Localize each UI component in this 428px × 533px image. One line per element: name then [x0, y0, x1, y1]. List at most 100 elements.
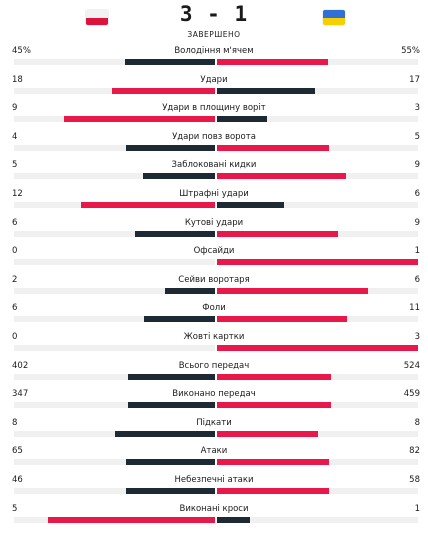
away-bar-fill — [217, 59, 328, 65]
stat-label: Виконані кроси — [179, 503, 249, 514]
stat-away-value: 5 — [414, 131, 420, 142]
stat-label: Володіння м'ячем — [174, 46, 254, 56]
stat-label: Небезпечні атаки — [174, 474, 254, 485]
away-bar-track — [217, 344, 418, 351]
home-bar-fill — [126, 487, 215, 494]
stat-away-value: 9 — [414, 217, 420, 228]
home-bar-fill — [47, 516, 215, 523]
stat-away-value: 6 — [414, 188, 420, 199]
home-bar-track — [14, 230, 215, 237]
stat-label: Кутові удари — [184, 217, 244, 228]
stat-home-value: 5 — [12, 160, 18, 171]
stat-home-value: 46 — [12, 474, 23, 485]
stat-away-value: 459 — [403, 389, 420, 400]
home-bar-track — [14, 201, 215, 208]
stat-row: 6 Фоли 11 — [0, 301, 428, 330]
away-bar-fill — [217, 201, 284, 208]
stat-label: Штрафні удари — [179, 188, 249, 199]
stat-label: Офсайди — [193, 246, 235, 257]
stat-row: 18 Удари 17 — [0, 73, 428, 102]
home-bar-fill — [164, 287, 215, 294]
stat-label: Підкати — [196, 417, 232, 428]
away-bar-track — [217, 402, 418, 409]
stat-row: 12 Штрафні удари 6 — [0, 187, 428, 216]
stat-away-value: 1 — [414, 503, 420, 514]
home-bar-track — [14, 59, 215, 65]
stat-home-value: 5 — [12, 503, 18, 514]
home-bar-track — [14, 373, 215, 380]
away-bar-fill — [217, 259, 418, 266]
away-bar-track — [217, 173, 418, 180]
stat-row: 8 Підкати 8 — [0, 416, 428, 445]
stat-home-value: 45% — [12, 46, 31, 56]
home-bar-track — [14, 487, 215, 494]
home-bar-track — [14, 173, 215, 180]
stat-home-value: 0 — [12, 246, 18, 257]
away-bar-track — [217, 201, 418, 208]
stat-row: 4 Удари повз ворота 5 — [0, 130, 428, 159]
stat-away-value: 58 — [409, 474, 420, 485]
home-bar-fill — [124, 59, 215, 65]
stat-home-value: 4 — [12, 131, 18, 142]
away-bar-track — [217, 116, 418, 123]
home-bar-track — [14, 402, 215, 409]
stat-away-value: 11 — [409, 303, 420, 314]
away-bar-fill — [217, 316, 348, 323]
away-bar-track — [217, 430, 418, 437]
away-bar-fill — [217, 116, 268, 123]
stat-row: 2 Сейви воротаря 6 — [0, 273, 428, 302]
stat-label: Жовті картки — [183, 331, 245, 342]
home-bar-track — [14, 459, 215, 466]
home-bar-fill — [134, 230, 215, 237]
stat-away-value: 1 — [414, 246, 420, 257]
flag-bottom-stripe — [323, 17, 345, 25]
away-bar-fill — [217, 287, 368, 294]
stat-home-value: 347 — [12, 389, 29, 400]
home-bar-fill — [126, 459, 215, 466]
stats-list: 45% Володіння м'ячем 55% 18 Удари 17 9 Удари в … — [0, 44, 428, 530]
home-bar-fill — [111, 87, 215, 94]
stat-home-value: 12 — [12, 188, 23, 199]
stat-row: 347 Виконано передач 459 — [0, 387, 428, 416]
away-bar-fill — [217, 373, 331, 380]
away-bar-fill — [217, 430, 318, 437]
away-bar-track — [217, 373, 418, 380]
flag-top-stripe — [86, 10, 108, 18]
away-bar-track — [217, 287, 418, 294]
stat-row: 45% Володіння м'ячем 55% — [0, 44, 428, 73]
away-bar-track — [217, 144, 418, 151]
stat-row: 0 Офсайди 1 — [0, 244, 428, 273]
stat-row: 46 Небезпечні атаки 58 — [0, 473, 428, 502]
stat-home-value: 65 — [12, 446, 23, 457]
stat-row: 5 Заблоковані кидки 9 — [0, 158, 428, 187]
away-bar-track — [217, 459, 418, 466]
away-bar-fill — [217, 144, 329, 151]
away-bar-track — [217, 259, 418, 266]
stat-label: Фоли — [202, 303, 226, 314]
stat-away-value: 17 — [409, 74, 420, 85]
stat-row: 5 Виконані кроси 1 — [0, 502, 428, 531]
stat-away-value: 82 — [409, 446, 420, 457]
home-bar-track — [14, 287, 215, 294]
home-bar-track — [14, 144, 215, 151]
home-bar-fill — [125, 144, 215, 151]
away-bar-track — [217, 59, 418, 65]
away-bar-track — [217, 487, 418, 494]
stat-label: Удари — [200, 74, 228, 85]
away-bar-fill — [217, 230, 338, 237]
home-bar-track — [14, 516, 215, 523]
home-bar-fill — [127, 373, 215, 380]
flag-top-stripe — [323, 10, 345, 18]
stat-away-value: 8 — [414, 417, 420, 428]
ukraine-flag-icon — [323, 10, 345, 25]
stat-away-value: 524 — [403, 360, 420, 371]
away-bar-track — [217, 316, 418, 323]
stat-home-value: 9 — [12, 103, 18, 114]
away-bar-fill — [217, 402, 332, 409]
stat-home-value: 2 — [12, 274, 18, 285]
home-bar-fill — [143, 173, 215, 180]
home-bar-fill — [128, 402, 215, 409]
home-bar-fill — [81, 201, 215, 208]
stat-row: 9 Удари в площину воріт 3 — [0, 101, 428, 130]
away-bar-fill — [217, 459, 330, 466]
